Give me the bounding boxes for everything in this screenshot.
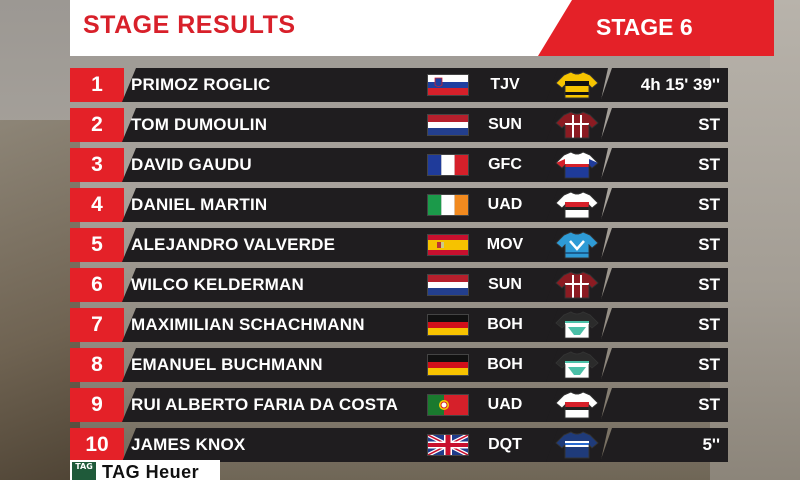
rider-name: RUI ALBERTO FARIA DA COSTA [131,395,399,414]
time-cell: ST [600,388,728,422]
rider-bar [122,108,598,142]
finish-time: ST [698,315,720,334]
stage-label: STAGE 6 [596,14,693,40]
result-row: 3 DAVID GAUDU GFC ST [70,148,728,182]
finish-time: ST [698,155,720,174]
team-jersey-icon [554,151,600,179]
netherlands-flag-icon [427,274,469,296]
team-code: TJV [490,76,520,93]
finish-time: 5'' [702,435,720,454]
team-jersey-icon [554,111,600,139]
germany-flag-icon [427,354,469,376]
rider-bar [122,268,598,302]
position-number: 6 [70,268,124,302]
time-cell: ST [600,188,728,222]
rider-name: EMANUEL BUCHMANN [131,355,323,374]
ireland-flag-icon [427,194,469,216]
result-row: 7 MAXIMILIAN SCHACHMANN BOH ST [70,308,728,342]
stage-badge [538,0,774,56]
rider-bar [122,148,598,182]
time-cell: ST [600,108,728,142]
rider-name: MAXIMILIAN SCHACHMANN [131,315,365,334]
team-code: BOH [487,356,523,373]
sponsor-text: TAG Heuer [102,462,200,480]
result-row: 10 JAMES KNOX DQT 5'' [70,428,728,462]
time-cell: ST [600,228,728,262]
spain-flag-icon [427,234,469,256]
netherlands-flag-icon [427,114,469,136]
team-code: DQT [488,436,522,453]
result-row: 2 TOM DUMOULIN SUN ST [70,108,728,142]
france-flag-icon [427,154,469,176]
team-code: BOH [487,316,523,333]
portugal-flag-icon [427,394,469,416]
position-number: 8 [70,348,124,382]
rider-bar [122,228,598,262]
rider-name: DANIEL MARTIN [131,195,268,214]
position-number: 5 [70,228,124,262]
background-rocks [0,120,80,480]
finish-time: 4h 15' 39'' [640,75,720,94]
team-jersey-icon [554,71,600,99]
position-number: 7 [70,308,124,342]
rider-name: ALEJANDRO VALVERDE [131,235,336,254]
time-cell: 5'' [600,428,728,462]
finish-time: ST [698,355,720,374]
rider-bar [122,428,598,462]
rider-name: DAVID GAUDU [131,155,252,174]
page-title: STAGE RESULTS [83,11,296,39]
team-jersey-icon [554,191,600,219]
position-number: 3 [70,148,124,182]
team-jersey-icon [554,311,600,339]
sponsor-badge: TAG [72,462,96,480]
rider-name: PRIMOZ ROGLIC [131,75,271,94]
position-number: 9 [70,388,124,422]
uk-flag-icon [427,434,469,456]
team-code: UAD [487,396,523,413]
team-code: SUN [488,276,522,293]
time-cell: ST [600,268,728,302]
finish-time: ST [698,395,720,414]
team-code: SUN [488,116,522,133]
result-row: 1 PRIMOZ ROGLIC TJV 4h 15' 39'' [70,68,728,102]
team-code: GFC [488,156,522,173]
slovenia-flag-icon [427,74,469,96]
position-number: 4 [70,188,124,222]
header-panel [70,0,590,56]
result-row: 8 EMANUEL BUCHMANN BOH ST [70,348,728,382]
rider-bar [122,348,598,382]
team-jersey-icon [554,431,600,459]
time-cell: ST [600,308,728,342]
team-jersey-icon [554,271,600,299]
team-jersey-icon [554,351,600,379]
sponsor-logo: TAG TAG Heuer [70,460,220,480]
position-number: 1 [70,68,124,102]
team-code: MOV [486,236,524,253]
rider-name: JAMES KNOX [131,435,246,454]
result-row: 9 RUI ALBERTO FARIA DA COSTA UAD ST [70,388,728,422]
team-jersey-icon [554,231,600,259]
result-row: 6 WILCO KELDERMAN SUN ST [70,268,728,302]
time-cell: 4h 15' 39'' [600,68,728,102]
rider-bar [122,68,598,102]
finish-time: ST [698,115,720,134]
position-number: 10 [70,428,124,462]
finish-time: ST [698,235,720,254]
result-row: 4 DANIEL MARTIN UAD ST [70,188,728,222]
finish-time: ST [698,195,720,214]
germany-flag-icon [427,314,469,336]
rider-bar [122,188,598,222]
position-number: 2 [70,108,124,142]
rider-name: TOM DUMOULIN [131,115,268,134]
rider-name: WILCO KELDERMAN [131,275,304,294]
rider-bar [122,308,598,342]
team-code: UAD [487,196,523,213]
time-cell: ST [600,348,728,382]
rider-bar [122,388,598,422]
result-row: 5 ALEJANDRO VALVERDE MOV ST [70,228,728,262]
time-cell: ST [600,148,728,182]
finish-time: ST [698,275,720,294]
team-jersey-icon [554,391,600,419]
